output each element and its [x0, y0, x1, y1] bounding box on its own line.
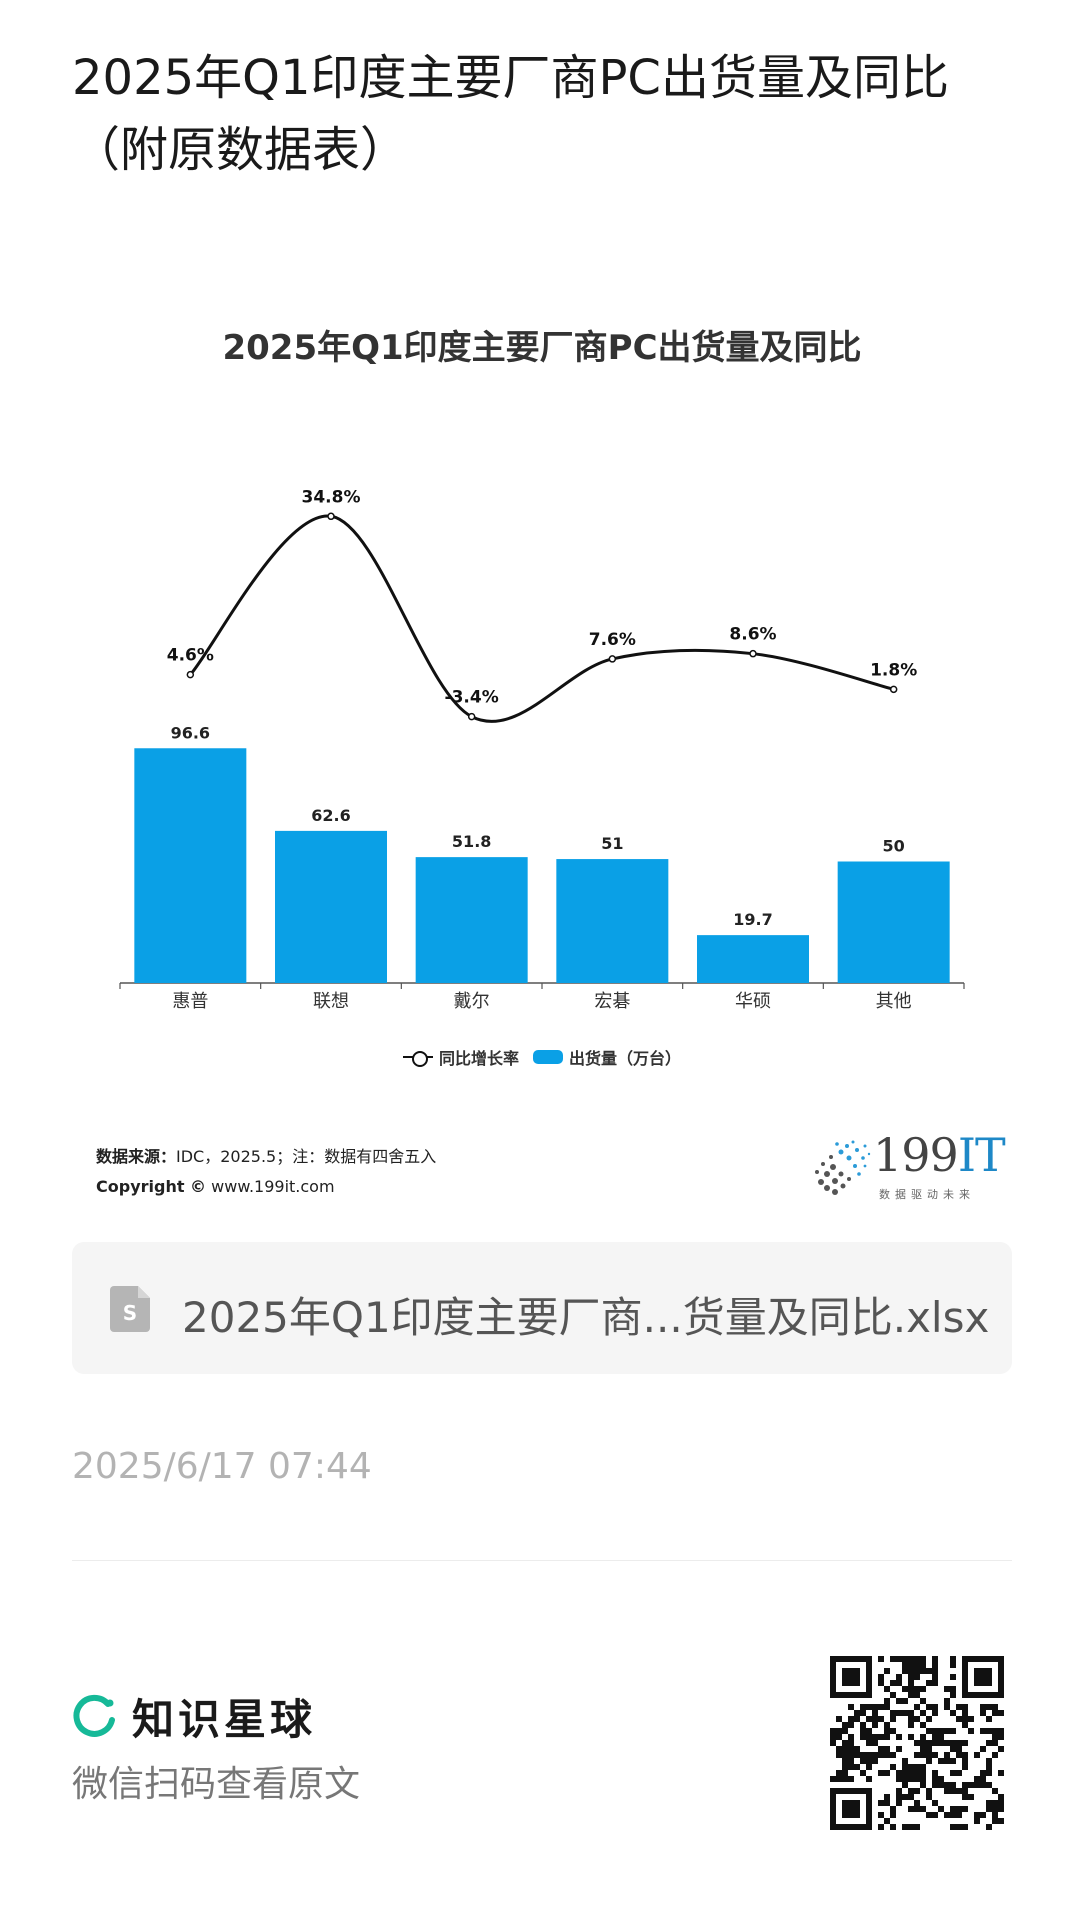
- brand-logo: 199IT 数据驱动未来: [807, 1128, 1007, 1208]
- scan-hint: 微信扫码查看原文: [72, 1764, 361, 1805]
- copyright-text: www.199it.com: [211, 1177, 335, 1196]
- chart-plot: 96.6 62.6 51.8 51 19.7 50 惠普 联想 戴尔 宏碁 华硕 其他 4.6% 34.8…: [119, 487, 965, 1012]
- bar: [697, 935, 809, 983]
- chart-source: 数据来源：IDC，2025.5；注：数据有四舍五入 Copyright © ww…: [96, 1142, 436, 1202]
- growth-value-label: 34.8%: [302, 487, 361, 507]
- bar-value-label: 62.6: [311, 806, 350, 825]
- growth-point: [327, 512, 335, 521]
- legend-label-growth: 同比增长率: [438, 1049, 519, 1068]
- chart-title: 2025年Q1印度主要厂商PC出货量及同比: [222, 328, 862, 368]
- legend-item-growth: 同比增长率: [402, 1045, 519, 1069]
- page-title: 2025年Q1印度主要厂商PC出货量及同比（附原数据表）: [72, 50, 949, 178]
- growth-point: [749, 649, 757, 658]
- planet-brand: 知识星球: [72, 1686, 316, 1747]
- brand-name-number: 199: [873, 1128, 959, 1182]
- brand-name-it: IT: [957, 1128, 1006, 1182]
- brand-name: 199IT: [873, 1128, 1006, 1182]
- source-text: IDC，2025.5；注：数据有四舍五入: [176, 1147, 437, 1166]
- divider: [72, 1560, 1012, 1561]
- x-tick-label: 华硕: [735, 991, 771, 1012]
- source-label: 数据来源：: [96, 1147, 177, 1166]
- bar: [556, 859, 669, 983]
- growth-value-label: 1.8%: [870, 660, 917, 680]
- copyright-label: Copyright ©: [96, 1177, 207, 1196]
- growth-point: [889, 685, 898, 694]
- planet-logo-icon: [73, 1694, 115, 1737]
- growth-value-label: 4.6%: [167, 646, 214, 666]
- spreadsheet-file-icon: S: [110, 1286, 150, 1332]
- growth-point: [608, 655, 617, 663]
- chart-legend: 同比增长率 出货量（万台）: [72, 1045, 1012, 1069]
- attachment-card[interactable]: S 2025年Q1印度主要厂商...货量及同比.xlsx: [72, 1242, 1012, 1374]
- planet-name: 知识星球: [132, 1695, 317, 1744]
- bar: [134, 748, 247, 983]
- growth-value-label: 8.6%: [729, 625, 776, 645]
- bar: [275, 830, 387, 983]
- svg-text:S: S: [123, 1301, 137, 1325]
- bar-value-label: 50: [883, 837, 905, 856]
- legend-label-shipments: 出货量（万台）: [569, 1049, 682, 1068]
- x-tick-label: 宏碁: [594, 991, 630, 1012]
- growth-point: [467, 712, 476, 721]
- x-tick-label: 戴尔: [454, 991, 490, 1012]
- growth-point: [186, 670, 195, 679]
- bar-value-label: 19.7: [733, 910, 772, 929]
- bar-value-label: 51: [601, 834, 623, 853]
- brand-slogan: 数据驱动未来: [879, 1188, 975, 1201]
- x-tick-label: 惠普: [172, 991, 208, 1012]
- attachment-file-name: 2025年Q1印度主要厂商...货量及同比.xlsx: [182, 1293, 990, 1342]
- x-tick-label: 联想: [313, 991, 349, 1012]
- legend-item-shipments: 出货量（万台）: [533, 1045, 681, 1069]
- legend-bar-swatch: [533, 1050, 563, 1064]
- bar-value-label: 96.6: [171, 723, 210, 742]
- legend-line-marker: [402, 1050, 433, 1067]
- growth-value-label: 7.6%: [589, 630, 636, 650]
- growth-line: [189, 514, 895, 723]
- bar-value-label: 51.8: [452, 832, 491, 851]
- bar: [415, 857, 528, 983]
- x-tick-label: 其他: [876, 991, 912, 1012]
- brand-dots-icon: [815, 1140, 871, 1195]
- post-date: 2025/6/17 07:44: [72, 1446, 372, 1487]
- qr-code-icon[interactable]: [830, 1656, 1004, 1830]
- chart-image: 2025年Q1印度主要厂商PC出货量及同比 96.6 62.6 51.8 51 19.7…: [72, 290, 1012, 1210]
- bar: [837, 861, 950, 983]
- growth-value-label: -3.4%: [445, 688, 499, 708]
